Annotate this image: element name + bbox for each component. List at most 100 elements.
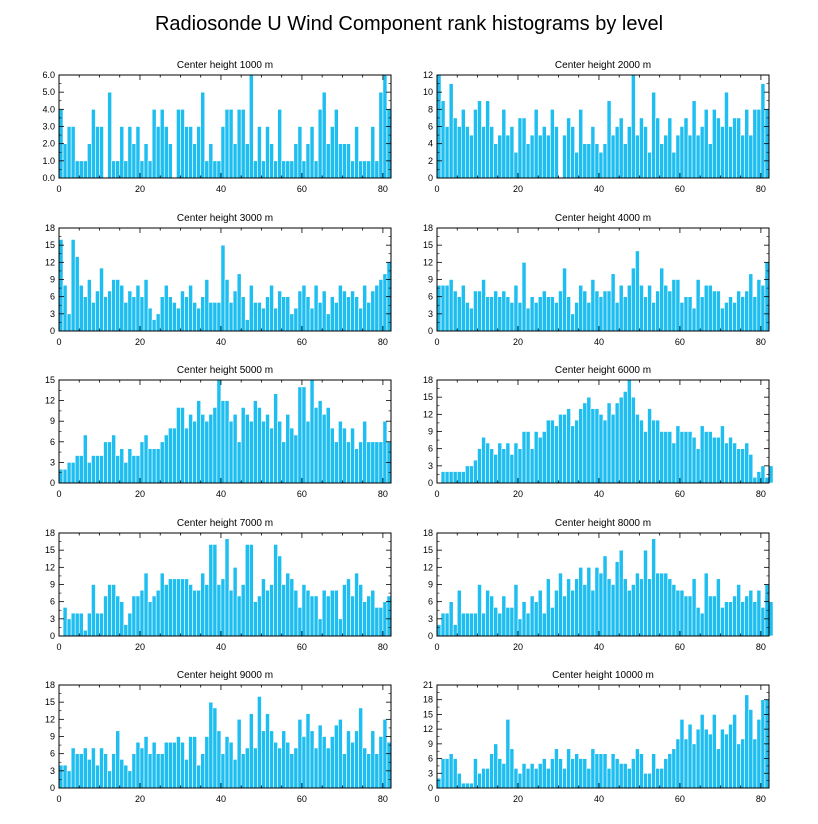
histogram-bar	[574, 753, 580, 789]
histogram-bar	[736, 117, 741, 179]
histogram-bar	[477, 290, 482, 332]
histogram-bar	[329, 736, 335, 789]
histogram-bar	[473, 290, 478, 332]
histogram-bar	[720, 728, 725, 789]
x-tick-label: 80	[756, 642, 766, 652]
histogram-bar	[325, 407, 331, 484]
y-tick-label: 12	[423, 70, 433, 80]
histogram-bar	[378, 441, 384, 484]
histogram-bar	[663, 284, 669, 332]
histogram-bar	[95, 455, 100, 484]
histogram-bar	[123, 462, 129, 484]
y-tick-label: 0	[50, 326, 55, 336]
y-tick-label: 9	[50, 580, 55, 590]
histogram-bar	[212, 160, 218, 179]
histogram-bar	[671, 584, 677, 637]
histogram-bar	[66, 770, 72, 789]
histogram-bar	[374, 607, 380, 637]
histogram-bar	[123, 624, 129, 637]
histogram-bar	[285, 296, 291, 332]
histogram-bar	[236, 273, 242, 332]
histogram-bar	[325, 747, 331, 789]
histogram-bar	[683, 738, 689, 789]
histogram-bar	[622, 143, 628, 179]
histogram-bar	[354, 296, 359, 332]
histogram-bar	[334, 302, 339, 332]
histogram-bar	[509, 454, 515, 484]
histogram-bar	[123, 160, 129, 179]
histogram-bar	[481, 126, 486, 179]
histogram-bar	[513, 442, 519, 484]
y-tick-label: 0	[50, 783, 55, 793]
histogram-bar	[720, 126, 725, 179]
histogram-bar	[232, 414, 238, 484]
histogram-bar	[163, 584, 169, 637]
histogram-bar	[313, 595, 319, 637]
histogram-bar	[748, 134, 754, 179]
histogram-bar	[541, 758, 547, 789]
histogram-bar	[485, 442, 490, 484]
histogram-bar	[62, 764, 68, 789]
histogram-bar	[301, 160, 307, 179]
histogram-bar	[525, 768, 531, 789]
x-tick-label: 80	[378, 184, 388, 194]
histogram-bar	[151, 448, 157, 484]
histogram-bar	[269, 143, 274, 179]
histogram-bar	[469, 782, 474, 789]
histogram-bar	[301, 584, 307, 637]
histogram-bar	[505, 607, 511, 637]
histogram-bar	[436, 777, 442, 789]
histogram-bar	[748, 589, 754, 637]
histogram-bar	[460, 612, 466, 637]
histogram-bar	[744, 290, 750, 332]
x-tick-label: 0	[434, 184, 439, 194]
histogram-bar	[562, 768, 567, 789]
histogram-bar	[452, 471, 458, 484]
histogram-bar	[732, 595, 737, 637]
histogram-bar	[176, 407, 181, 484]
histogram-bar	[651, 538, 656, 637]
histogram-bar	[317, 400, 323, 484]
histogram-bar	[82, 296, 88, 332]
histogram-bar	[643, 549, 648, 637]
histogram-bar	[163, 126, 169, 179]
histogram-bar	[127, 612, 133, 637]
histogram-bar	[760, 607, 766, 637]
histogram-bar	[127, 448, 133, 484]
histogram-bar	[346, 441, 351, 484]
histogram-bar	[257, 126, 262, 179]
histogram-bar	[236, 109, 242, 179]
y-tick-label: 0	[428, 783, 433, 793]
histogram-bar	[350, 160, 355, 179]
histogram-bar	[687, 595, 693, 637]
histogram-bar	[716, 436, 721, 484]
histogram-bar	[683, 431, 689, 484]
histogram-bar	[313, 160, 319, 179]
histogram-bar	[566, 748, 571, 789]
histogram-bar	[74, 256, 80, 332]
histogram-bar	[554, 302, 559, 332]
histogram-bar	[485, 100, 490, 179]
histogram-bar	[192, 420, 197, 484]
histogram-bar	[354, 572, 359, 637]
histogram-bar	[265, 713, 270, 789]
y-tick-label: 15	[45, 240, 55, 250]
histogram-bar	[712, 290, 717, 332]
histogram-bar	[631, 396, 636, 484]
histogram-bar	[732, 714, 737, 789]
histogram-bar	[131, 595, 137, 637]
histogram-bar	[497, 612, 503, 637]
histogram-bar	[184, 427, 189, 484]
histogram-bar	[614, 302, 620, 332]
histogram-bar	[691, 100, 697, 179]
x-tick-label: 0	[56, 642, 61, 652]
histogram-bar	[115, 595, 121, 637]
histogram-bar	[297, 719, 303, 789]
histogram-bar	[707, 284, 713, 332]
histogram-bar	[574, 419, 580, 484]
histogram-bar	[586, 567, 592, 637]
histogram-bar	[196, 589, 202, 637]
histogram-bar	[586, 143, 592, 179]
histogram-bar	[216, 302, 222, 332]
histogram-bar	[261, 420, 266, 484]
